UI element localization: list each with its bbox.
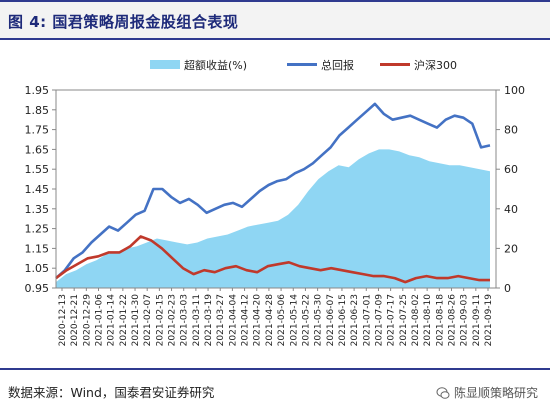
x-tick-label: 2021-06-07 bbox=[326, 294, 336, 346]
legend-swatch-0 bbox=[150, 60, 180, 69]
x-tick-label: 2021-03-11 bbox=[192, 294, 202, 346]
y-right-tick-label: 60 bbox=[504, 163, 518, 176]
x-tick-label: 2021-01-30 bbox=[131, 294, 141, 347]
x-tick-label: 2020-12-21 bbox=[70, 294, 80, 346]
x-tick-label: 2021-09-19 bbox=[484, 294, 494, 347]
y-left-tick-label: 1.15 bbox=[25, 242, 50, 255]
x-tick-label: 2021-01-22 bbox=[119, 294, 129, 346]
wechat-icon bbox=[436, 386, 450, 399]
y-left-tick-label: 1.45 bbox=[25, 183, 50, 196]
chart-container: 超额收益(%) 总回报 沪深300 0.95 1.05 1.15 1.25 1.35 1.45 1… bbox=[0, 44, 550, 362]
y-left-tick-label: 1.85 bbox=[25, 104, 50, 117]
watermark: 陈显顺策略研究 bbox=[436, 384, 538, 401]
y-left-tick-label: 1.75 bbox=[25, 124, 50, 137]
csi300-line bbox=[55, 235, 490, 284]
x-tick-label: 2021-03-19 bbox=[204, 294, 214, 347]
x-tick-label: 2021-08-26 bbox=[447, 294, 457, 347]
x-tick-label: 2021-04-12 bbox=[241, 294, 251, 346]
x-tick-label: 2021-02-15 bbox=[155, 294, 165, 346]
performance-chart: 超额收益(%) 总回报 沪深300 0.95 1.05 1.15 1.25 1.35 1.45 1… bbox=[25, 58, 526, 347]
y-right-tick-label: 80 bbox=[504, 124, 518, 137]
footer-rule bbox=[0, 368, 550, 370]
x-tick-label: 2021-03-27 bbox=[216, 294, 226, 346]
y-right-tick-label: 40 bbox=[504, 203, 518, 216]
x-tick-label: 2021-03-03 bbox=[180, 294, 190, 346]
x-tick-label: 2021-01-06 bbox=[95, 294, 105, 347]
x-tick-label: 2021-02-07 bbox=[143, 294, 153, 346]
x-tick-label: 2021-05-06 bbox=[277, 294, 287, 347]
legend-label-2: 沪深300 bbox=[414, 58, 457, 72]
watermark-text: 陈显顺策略研究 bbox=[453, 386, 538, 400]
y-left-tick-label: 1.65 bbox=[25, 143, 50, 156]
x-tick-label: 2021-05-22 bbox=[301, 294, 311, 346]
x-tick-label: 2021-08-10 bbox=[423, 294, 433, 347]
x-tick-label: 2021-01-14 bbox=[107, 294, 117, 347]
y-left-tick-label: 1.35 bbox=[25, 203, 50, 216]
x-tick-label: 2021-05-30 bbox=[314, 294, 324, 347]
x-tick-label: 2020-12-13 bbox=[58, 294, 68, 346]
x-tick-label: 2021-04-28 bbox=[265, 294, 275, 347]
x-tick-label: 2021-09-11 bbox=[472, 294, 482, 346]
y-right-tick-label: 0 bbox=[504, 282, 511, 295]
y-right-tick-label: 20 bbox=[504, 242, 518, 255]
x-tick-label: 2021-08-18 bbox=[435, 294, 445, 347]
x-tick-label: 2021-07-09 bbox=[374, 294, 384, 347]
x-tick-label: 2021-05-14 bbox=[289, 294, 299, 347]
y-left-tick-label: 0.95 bbox=[25, 282, 50, 295]
y-left-tick-label: 1.55 bbox=[25, 163, 50, 176]
total-return-line bbox=[55, 102, 491, 280]
figure-title-bar: 图 4: 国君策略周报金股组合表现 bbox=[0, 0, 550, 40]
figure-title: 图 4: 国君策略周报金股组合表现 bbox=[8, 13, 239, 31]
y-left-tick-label: 1.05 bbox=[25, 262, 50, 275]
x-tick-label: 2021-08-02 bbox=[411, 294, 421, 346]
legend-label-0: 超额收益(%) bbox=[184, 58, 247, 72]
data-source-note: 数据来源：Wind，国泰君安证券研究 bbox=[8, 385, 215, 400]
y-left-tick-label: 1.25 bbox=[25, 223, 50, 236]
x-tick-label: 2021-04-20 bbox=[253, 294, 263, 347]
y-right-tick-label: 100 bbox=[504, 84, 525, 97]
x-tick-label: 2021-07-01 bbox=[362, 294, 372, 346]
x-tick-label: 2021-06-23 bbox=[350, 294, 360, 346]
y-left-tick-label: 1.95 bbox=[25, 84, 50, 97]
legend-label-1: 总回报 bbox=[321, 58, 354, 72]
x-tick-label: 2021-09-03 bbox=[460, 294, 470, 346]
excess-return-area bbox=[56, 149, 490, 288]
x-tick-label: 2020-12-29 bbox=[82, 294, 92, 347]
x-tick-label: 2021-04-04 bbox=[228, 294, 238, 347]
x-tick-label: 2021-07-17 bbox=[387, 294, 397, 346]
x-tick-label: 2021-02-23 bbox=[168, 294, 178, 346]
x-tick-label: 2021-06-15 bbox=[338, 294, 348, 346]
x-tick-label: 2021-07-25 bbox=[399, 294, 409, 346]
